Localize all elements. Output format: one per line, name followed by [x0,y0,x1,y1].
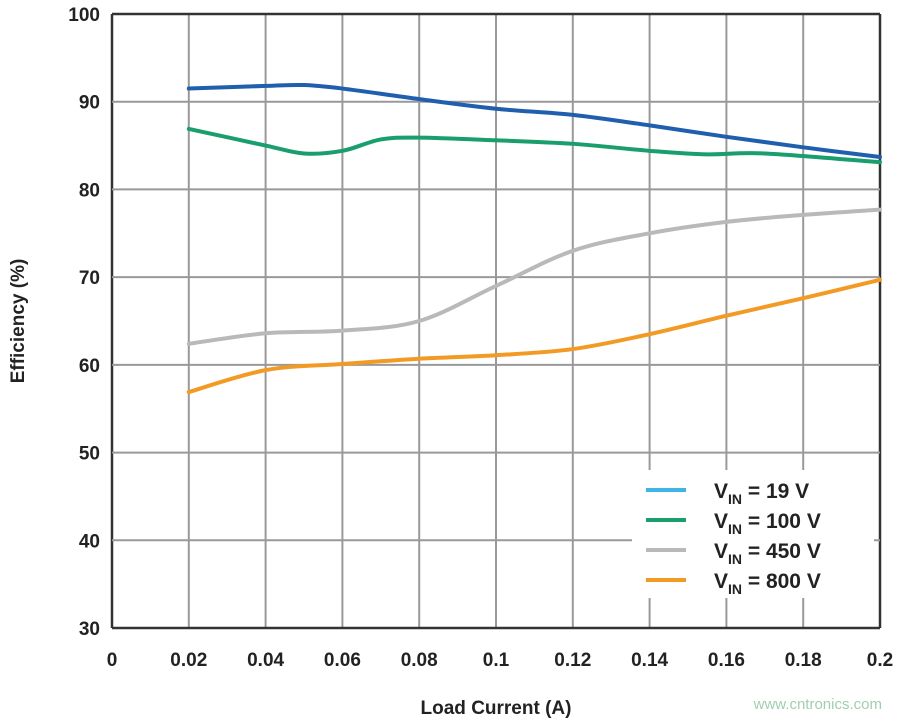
legend-label: VIN = 450 V [714,540,821,567]
y-tick-label: 70 [79,268,100,289]
series-line [186,207,882,346]
y-tick-label: 80 [79,180,100,201]
series-lines [186,82,882,395]
legend: VIN = 19 V VIN = 100 V VIN = 450 V VIN = 80… [632,470,874,598]
legend-label: VIN = 800 V [714,570,821,597]
y-tick-label: 40 [79,531,100,552]
x-tick-label: 0.1 [483,650,510,671]
x-tick-label: 0.16 [708,650,745,671]
x-tick-label: 0.18 [785,650,822,671]
x-tick-label: 0.02 [170,650,207,671]
y-tick-label: 60 [79,356,100,377]
y-tick-label: 30 [79,619,100,640]
series-line [186,277,882,395]
legend-label: VIN = 19 V [714,480,809,507]
y-tick-label: 100 [68,5,100,26]
x-axis-label: Load Current (A) [421,698,572,719]
x-tick-label: 0.12 [554,650,591,671]
y-axis-label: Efficiency (%) [8,259,29,384]
x-tick-label: 0.08 [401,650,438,671]
y-tick-label: 50 [79,444,100,465]
x-tick-label: 0.14 [631,650,668,671]
watermark: www.cntronics.com [753,696,882,713]
tick-labels: 0 0.02 0.04 0.06 0.08 0.1 0.12 0.14 0.16 0.18 0.2 3… [68,5,893,671]
y-tick-label: 90 [79,93,100,114]
series-line [186,82,882,159]
x-tick-label: 0 [107,650,118,671]
x-tick-label: 0.06 [324,650,361,671]
series-line [186,126,882,165]
x-tick-label: 0.2 [867,650,893,671]
x-tick-label: 0.04 [247,650,284,671]
legend-label: VIN = 100 V [714,510,821,537]
